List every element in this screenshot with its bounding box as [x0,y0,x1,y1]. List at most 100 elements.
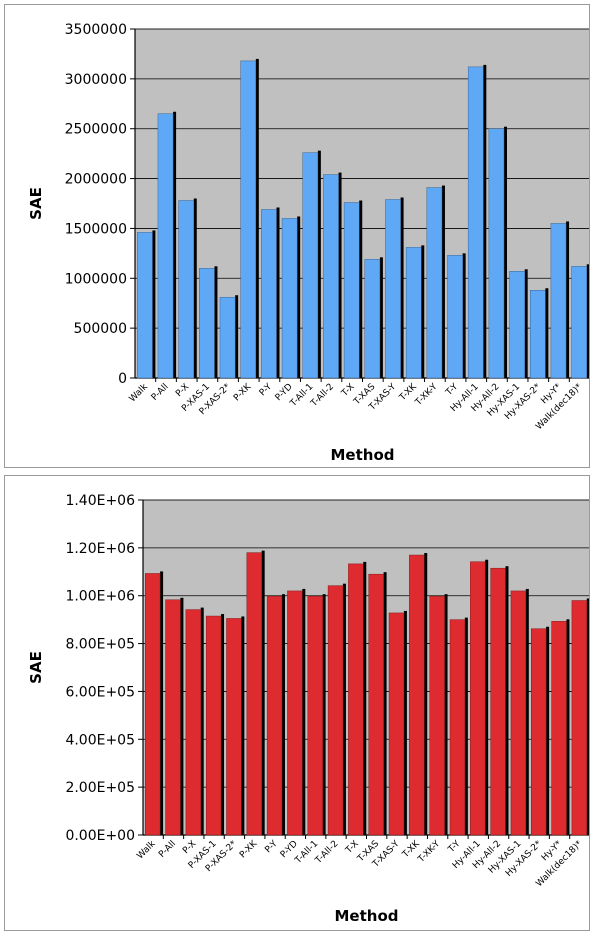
bar [219,296,236,379]
bar [388,612,405,836]
bar-shadow [338,172,342,378]
bar [307,595,323,836]
bar-shadow [173,111,177,378]
bar [449,619,466,836]
bar-shadow [503,126,507,378]
bar-shadow [261,550,265,835]
bar-shadow [462,253,466,378]
bar-shadow [546,626,550,835]
y-tick-label: 2000000 [65,172,127,188]
bar [266,595,283,836]
bar-shadow [221,614,225,835]
bar [531,628,547,836]
x-category-label: P-Y [258,382,275,399]
x-category-label: Walk [135,839,158,862]
bar-shadow [566,221,570,378]
bar-shadow [525,588,529,835]
bar [302,152,319,379]
x-category-label: P-All [157,839,178,860]
x-category-label: T-All-1 [288,382,315,409]
bar [490,567,506,836]
bar-shadow [214,266,218,378]
bar [327,585,344,836]
bar-shadow [160,571,164,835]
bar [226,618,242,836]
bar-shadow [545,288,549,378]
bar-shadow [152,230,156,378]
x-axis-title: Method [331,446,395,464]
bar [551,621,567,836]
x-category-label: T-Y [444,382,461,399]
y-tick-label: 6.00E+05 [65,684,135,700]
bar [185,609,201,836]
bar-shadow [464,617,468,835]
x-category-label: T-XK-Y [413,382,440,409]
bar-shadow [359,200,363,378]
x-category-label: P-X [174,382,191,399]
bar-shadow [363,561,367,835]
bar [246,552,262,836]
bar [488,128,505,379]
bar [144,573,161,836]
bar [323,174,339,379]
x-category-label: P-XK [238,838,260,860]
x-category-label: T-XK-Y [416,839,443,866]
x-category-label: Walk [128,382,151,405]
y-tick-label: 1000000 [65,271,127,287]
bar-shadow [255,58,259,379]
bar [199,268,215,379]
bar-shadow [235,295,239,378]
bar [447,255,463,379]
bar-shadow [193,198,197,378]
x-category-label: T-Y [446,839,463,856]
bar [405,247,422,379]
bar-shadow [317,150,321,378]
bar [205,615,222,836]
bar-shadow [200,607,204,835]
y-axis-title: SAE [27,651,45,684]
bar-shadow [421,245,425,378]
y-tick-label: 1500000 [65,221,127,237]
bar [287,590,303,836]
sae-bar-chart-red: 0.00E+00 2.00E+05 4.00E+05 6.00E+05 8.00E+05… [27,493,589,925]
x-category-label: P-All [150,382,171,403]
bar [467,66,484,379]
bar-shadow [241,616,245,835]
bar-shadow [180,597,184,835]
y-tick-label: 3000000 [65,72,127,88]
y-tick-label: 1.20E+06 [65,541,135,557]
x-category-label: P-XK [232,381,254,403]
bar-shadow [302,588,306,835]
bar-shadow [342,583,346,835]
bar-shadow [400,197,404,378]
chart-panel-bottom: 0.00E+00 2.00E+05 4.00E+05 6.00E+05 8.00E+05… [4,475,590,931]
y-tick-label: 2.00E+05 [65,780,135,796]
y-tick-label: 0 [118,371,127,387]
bar [385,199,401,379]
bar-shadow [403,610,407,835]
bar [368,573,384,836]
bar [571,266,587,379]
x-category-label: P-Y [263,839,280,856]
bar [343,202,360,379]
bar [409,554,425,836]
bar-shadow [485,559,489,835]
y-tick-label: 1.40E+06 [65,493,135,509]
y-axis-title: SAE [27,187,45,220]
bar-shadow [444,594,448,835]
bar [281,218,298,379]
y-tick-label: 2500000 [65,122,127,138]
y-tick-label: 1.00E+06 [65,589,135,605]
chart-panel-top: 0 500000 1000000 1500000 2000000 2500000 30000… [4,4,590,468]
bar-shadow [524,269,528,378]
bar [364,259,381,379]
bar-shadow [297,216,301,378]
bar [261,209,277,379]
sae-bar-chart-blue: 0 500000 1000000 1500000 2000000 2500000 30000… [27,22,589,464]
bar-shadow [383,572,387,835]
y-tick-label: 8.00E+05 [65,637,135,653]
bar [470,561,486,836]
bar [137,232,153,379]
y-tick-label: 500000 [74,321,127,337]
bar [348,563,364,836]
